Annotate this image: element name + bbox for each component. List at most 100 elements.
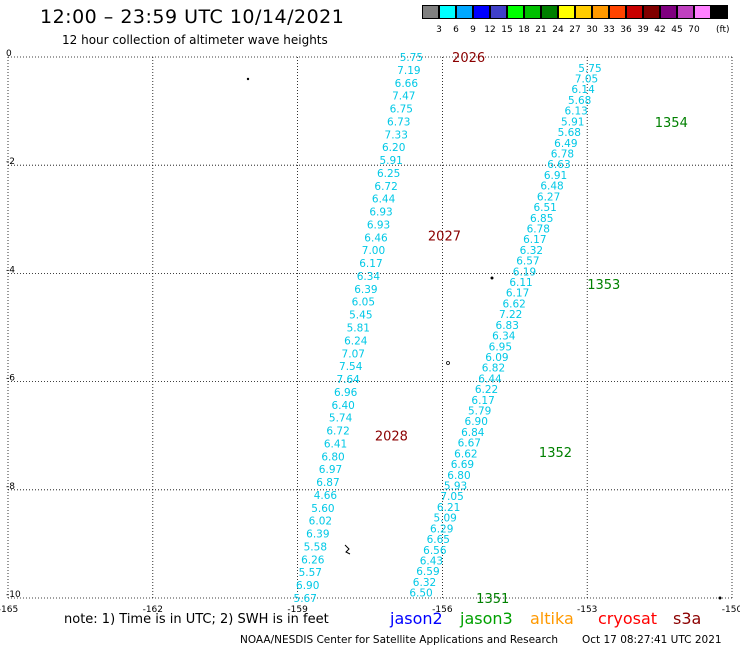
legend-swatch: [694, 5, 711, 19]
legend-label: 33: [603, 25, 615, 35]
wave-height-value: 5.68: [558, 127, 581, 139]
wave-height-value: 6.51: [533, 202, 556, 214]
wave-height-value: 6.27: [537, 191, 560, 203]
wave-height-value: 6.34: [357, 271, 381, 283]
wave-height-value: 6.26: [301, 554, 325, 566]
legend-swatch: [422, 5, 439, 19]
pass-label: 2026: [452, 51, 485, 66]
wave-height-value: 6.83: [496, 320, 519, 332]
wave-height-value: 6.73: [387, 116, 410, 128]
wave-height-value: 6.62: [502, 298, 525, 310]
wave-height-value: 5.74: [329, 413, 353, 425]
legend-label: 42: [654, 25, 666, 35]
wave-height-value: 6.32: [520, 245, 543, 257]
y-tick-label: -8: [6, 482, 15, 492]
y-tick-label: -10: [6, 590, 21, 600]
legend-swatch: [507, 5, 524, 19]
legend-label: 39: [637, 25, 649, 35]
wave-height-value: 6.84: [461, 427, 485, 439]
wave-height-value: 5.91: [561, 116, 584, 128]
pass-label: 2028: [375, 430, 408, 445]
island-marker: [344, 544, 351, 555]
pass-labels: 2026 2027 2028 1354 1353 1352 1351: [375, 51, 688, 607]
wave-height-value: 6.13: [564, 106, 587, 118]
wave-height-value: 5.45: [349, 310, 372, 322]
legend-unit: (ft): [716, 25, 730, 35]
legend-swatch: [626, 5, 643, 19]
wave-height-value: 6.41: [324, 438, 347, 450]
page-title: 12:00 – 23:59 UTC 10/14/2021: [40, 6, 345, 28]
wave-height-value: 6.40: [331, 400, 354, 412]
y-tick-label: -4: [6, 265, 15, 275]
legend-label: 21: [535, 25, 547, 35]
footnote: note: 1) Time is in UTC; 2) SWH is in fe…: [64, 612, 329, 627]
satellite-label: altika: [530, 609, 574, 628]
wave-height-value: 7.05: [575, 74, 598, 86]
wave-height-value: 7.64: [336, 374, 360, 386]
x-tick-label: -165: [0, 605, 18, 615]
legend-swatch: [558, 5, 575, 19]
wave-height-value: 6.57: [516, 256, 539, 268]
wave-height-value: 6.49: [554, 138, 577, 150]
wave-height-value: 6.29: [430, 523, 453, 535]
wave-height-value: 6.59: [416, 566, 439, 578]
legend-swatch: [456, 5, 473, 19]
legend-label: 30: [586, 25, 598, 35]
wave-height-value: 6.44: [372, 194, 396, 206]
satellite-label: jason2: [390, 609, 443, 628]
altimeter-tracks: 5.757.196.667.476.756.737.336.205.916.25…: [294, 52, 602, 605]
legend-label: 18: [518, 25, 530, 35]
island-marker: [718, 596, 722, 600]
wave-height-value: 6.34: [492, 331, 516, 343]
wave-height-value: 5.91: [379, 155, 402, 167]
wave-height-value: 6.90: [296, 580, 319, 592]
y-tick-label: -2: [6, 157, 15, 167]
wave-height-value: 6.69: [451, 459, 474, 471]
wave-height-value: 5.67: [294, 593, 317, 605]
pass-label: 1353: [587, 278, 620, 293]
wave-height-value: 5.68: [568, 95, 591, 107]
wave-height-value: 6.17: [359, 258, 382, 270]
satellite-label: s3a: [673, 609, 702, 628]
wave-height-value: 5.57: [299, 567, 322, 579]
wave-height-value: 6.25: [377, 168, 400, 180]
legend-swatch: [575, 5, 592, 19]
island-marker: [490, 276, 494, 280]
wave-height-value: 6.93: [367, 219, 390, 231]
legend-label: 3: [436, 25, 442, 35]
legend-swatch: [660, 5, 677, 19]
wave-height-value: 6.21: [437, 502, 460, 514]
legend-label: 36: [620, 25, 632, 35]
y-tick-label: 0: [6, 49, 12, 59]
island-marker: [246, 77, 250, 81]
legend-swatch: [541, 5, 558, 19]
x-tick-label: -153: [577, 605, 597, 615]
wave-height-value: 6.50: [409, 588, 432, 600]
wave-height-value: 5.79: [468, 406, 491, 418]
timestamp: Oct 17 08:27:41 UTC 2021: [582, 634, 722, 646]
island-markers: [246, 77, 722, 600]
wave-height-value: 6.78: [551, 148, 574, 160]
x-tick-label: -162: [143, 605, 163, 615]
legend-swatch: [592, 5, 609, 19]
wave-height-value: 6.56: [423, 545, 447, 557]
wave-height-value: 6.17: [523, 234, 546, 246]
wave-height-value: 7.05: [440, 491, 463, 503]
wave-height-value: 6.97: [319, 464, 342, 476]
wave-height-value: 6.39: [306, 529, 329, 541]
legend-swatch: [439, 5, 456, 19]
wave-height-value: 6.80: [321, 451, 344, 463]
wave-height-value: 6.72: [374, 181, 397, 193]
wave-height-value: 5.58: [304, 541, 327, 553]
legend-label: 9: [470, 25, 476, 35]
legend-swatch: [643, 5, 660, 19]
wave-height-value: 6.05: [352, 297, 375, 309]
wave-height-value: 6.32: [413, 577, 436, 589]
wave-height-value: 5.93: [444, 480, 467, 492]
legend-label: 12: [484, 25, 496, 35]
wave-height-value: 5.75: [578, 63, 601, 75]
wave-height-value: 6.85: [530, 213, 553, 225]
wave-height-value: 6.43: [420, 555, 443, 567]
wave-height-value: 6.63: [547, 159, 570, 171]
credit-line: NOAA/NESDIS Center for Satellite Applica…: [240, 634, 558, 646]
